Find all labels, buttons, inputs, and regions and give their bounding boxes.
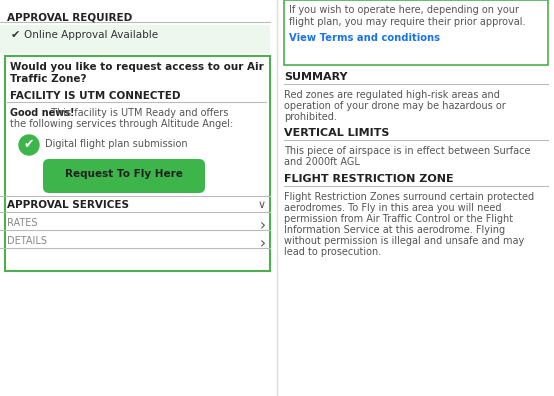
FancyBboxPatch shape xyxy=(5,56,270,271)
Text: operation of your drone may be hazardous or: operation of your drone may be hazardous… xyxy=(284,101,506,111)
FancyBboxPatch shape xyxy=(0,25,270,53)
Text: RATES: RATES xyxy=(7,218,38,228)
Text: permission from Air Traffic Control or the Flight: permission from Air Traffic Control or t… xyxy=(284,214,513,224)
Text: Information Service at this aerodrome. Flying: Information Service at this aerodrome. F… xyxy=(284,225,505,235)
Circle shape xyxy=(19,135,39,155)
Text: flight plan, you may require their prior approval.: flight plan, you may require their prior… xyxy=(289,17,526,27)
Text: Would you like to request access to our Air: Would you like to request access to our … xyxy=(10,62,264,72)
Text: View Terms and conditions: View Terms and conditions xyxy=(289,33,440,43)
Text: Online Approval Available: Online Approval Available xyxy=(24,30,158,40)
Text: ✔: ✔ xyxy=(24,138,34,151)
Text: Red zones are regulated high-risk areas and: Red zones are regulated high-risk areas … xyxy=(284,90,500,100)
Text: Request To Fly Here: Request To Fly Here xyxy=(65,169,183,179)
Text: This facility is UTM Ready and offers: This facility is UTM Ready and offers xyxy=(48,108,228,118)
Text: prohibited.: prohibited. xyxy=(284,112,337,122)
Text: ›: › xyxy=(260,236,266,251)
Text: and 2000ft AGL: and 2000ft AGL xyxy=(284,157,360,167)
Text: SUMMARY: SUMMARY xyxy=(284,72,347,82)
Text: ∨: ∨ xyxy=(258,200,266,210)
Text: aerodromes. To Fly in this area you will need: aerodromes. To Fly in this area you will… xyxy=(284,203,501,213)
Text: Flight Restriction Zones surround certain protected: Flight Restriction Zones surround certai… xyxy=(284,192,534,202)
Text: FLIGHT RESTRICTION ZONE: FLIGHT RESTRICTION ZONE xyxy=(284,174,454,184)
Text: Traffic Zone?: Traffic Zone? xyxy=(10,74,86,84)
Text: lead to prosecution.: lead to prosecution. xyxy=(284,247,381,257)
FancyBboxPatch shape xyxy=(43,159,205,193)
Text: If you wish to operate here, depending on your: If you wish to operate here, depending o… xyxy=(289,5,519,15)
Text: This piece of airspace is in effect between Surface: This piece of airspace is in effect betw… xyxy=(284,146,531,156)
FancyBboxPatch shape xyxy=(284,0,548,65)
Text: FACILITY IS UTM CONNECTED: FACILITY IS UTM CONNECTED xyxy=(10,91,181,101)
Text: APPROVAL REQUIRED: APPROVAL REQUIRED xyxy=(7,13,132,23)
Text: ›: › xyxy=(260,218,266,233)
Text: Good news!: Good news! xyxy=(10,108,74,118)
Text: DETAILS: DETAILS xyxy=(7,236,47,246)
Text: ✔: ✔ xyxy=(11,30,20,40)
Text: VERTICAL LIMITS: VERTICAL LIMITS xyxy=(284,128,389,138)
Text: without permission is illegal and unsafe and may: without permission is illegal and unsafe… xyxy=(284,236,524,246)
Text: the following services through Altitude Angel:: the following services through Altitude … xyxy=(10,119,233,129)
Text: Digital flight plan submission: Digital flight plan submission xyxy=(45,139,188,149)
Text: APPROVAL SERVICES: APPROVAL SERVICES xyxy=(7,200,129,210)
